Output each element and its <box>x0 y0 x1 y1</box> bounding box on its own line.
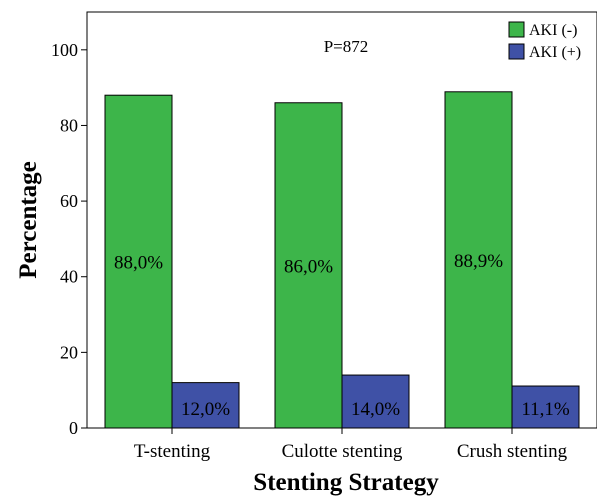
x-tick-label: Crush stenting <box>457 441 568 462</box>
bar-aki-positive <box>511 385 580 429</box>
bar-aki-negative <box>444 91 513 429</box>
x-tick-label: Culotte stenting <box>282 441 403 462</box>
y-axis-title: Percentage <box>15 161 42 279</box>
bar-aki-negative <box>274 102 343 429</box>
bars-group: 88,0% 12,0% 86,0% 14,0% 88,9% 11,1% <box>104 91 580 429</box>
legend-label: AKI (-) <box>529 22 577 39</box>
y-tick-label: 20 <box>60 342 78 362</box>
data-label: 14,0% <box>351 399 400 420</box>
legend-swatch <box>508 21 525 38</box>
y-axis: 0 20 40 60 80 100 <box>51 40 87 438</box>
x-tick-label: T-stenting <box>134 441 211 462</box>
bar-aki-positive <box>341 374 410 429</box>
data-label: 11,1% <box>521 399 570 420</box>
legend: AKI (-) AKI (+) <box>508 21 581 61</box>
legend-swatch <box>508 43 525 60</box>
y-tick-label: 100 <box>51 40 78 60</box>
legend-label: AKI (+) <box>529 44 581 61</box>
data-label: 88,0% <box>114 253 163 274</box>
data-label: 12,0% <box>181 399 230 420</box>
annotation-p-value: P=872 <box>324 37 369 56</box>
y-tick-label: 80 <box>60 115 78 135</box>
data-label: 86,0% <box>284 256 333 277</box>
bar-aki-negative <box>104 94 173 429</box>
bar-aki-positive <box>171 382 240 429</box>
x-axis-title: Stenting Strategy <box>253 469 439 496</box>
y-tick-label: 60 <box>60 191 78 211</box>
x-axis: T-stenting Culotte stenting Crush stenting <box>134 428 568 462</box>
y-tick-label: 40 <box>60 267 78 287</box>
y-tick-label: 0 <box>69 418 78 438</box>
data-label: 88,9% <box>454 251 503 272</box>
